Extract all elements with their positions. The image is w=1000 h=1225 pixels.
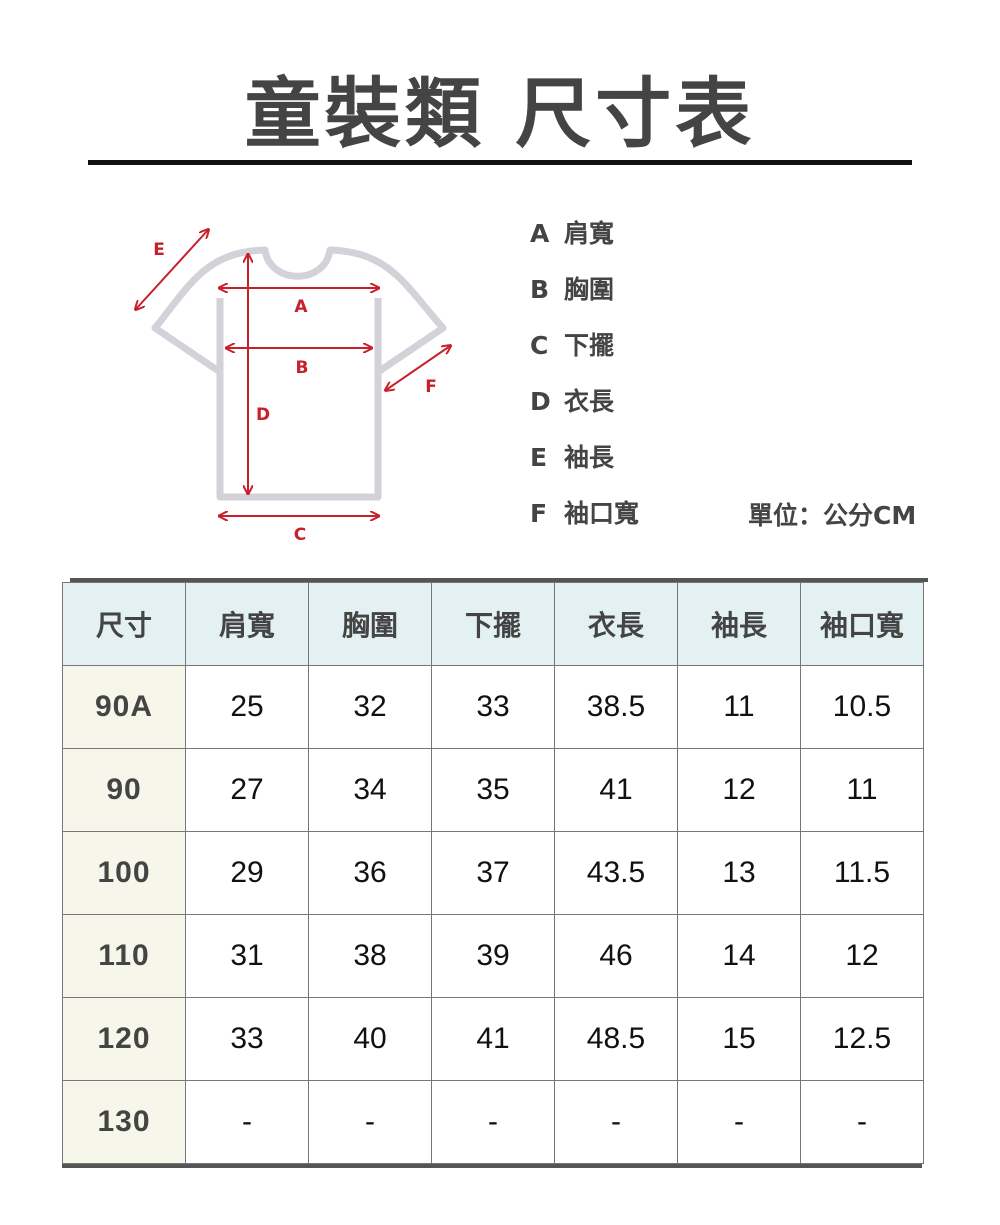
legend-item: E 袖長 — [530, 443, 615, 472]
title-divider — [88, 160, 912, 165]
value-cell: 33 — [185, 997, 309, 1081]
value-cell: 46 — [554, 914, 678, 998]
column-header: 尺寸 — [62, 582, 186, 666]
value-cell: 38.5 — [554, 665, 678, 749]
value-cell: 15 — [677, 997, 801, 1081]
table-top-rule — [70, 578, 928, 582]
value-cell: 41 — [554, 748, 678, 832]
size-cell: 90 — [62, 748, 186, 832]
column-header: 袖長 — [677, 582, 801, 666]
value-cell: 32 — [308, 665, 432, 749]
table-bottom-rule — [62, 1164, 922, 1168]
value-cell: 43.5 — [554, 831, 678, 915]
value-cell: 12 — [800, 914, 924, 998]
value-cell: - — [185, 1080, 309, 1164]
value-cell: 34 — [308, 748, 432, 832]
legend-item: C 下擺 — [530, 331, 615, 360]
size-cell: 110 — [62, 914, 186, 998]
page-title: 童裝類 尺寸表 — [244, 69, 756, 158]
label-d: D — [256, 405, 270, 425]
value-cell: - — [554, 1080, 678, 1164]
unit-label: 單位：公分CM — [748, 501, 917, 530]
legend-item: F 袖口寬 — [530, 499, 640, 528]
size-cell: 90A — [62, 665, 186, 749]
value-cell: - — [800, 1080, 924, 1164]
legend-item: B 胸圍 — [530, 275, 615, 304]
table-row: 130- - - - - - — [62, 1080, 924, 1164]
value-cell: - — [308, 1080, 432, 1164]
label-a: A — [294, 297, 308, 317]
value-cell: - — [431, 1080, 555, 1164]
value-cell: 31 — [185, 914, 309, 998]
legend-item: D 衣長 — [530, 387, 615, 416]
column-header: 袖口寬 — [800, 582, 924, 666]
label-c: C — [294, 525, 306, 545]
label-e: E — [153, 240, 165, 260]
value-cell: 11.5 — [800, 831, 924, 915]
size-cell: 130 — [62, 1080, 186, 1164]
label-b: B — [296, 358, 309, 378]
arrow-e — [136, 230, 208, 309]
value-cell: 14 — [677, 914, 801, 998]
value-cell: 10.5 — [800, 665, 924, 749]
table-header-row: 尺寸 肩寬 胸圍 下擺 衣長 袖長 袖口寬 — [62, 582, 924, 666]
value-cell: 33 — [431, 665, 555, 749]
label-f: F — [425, 377, 437, 397]
table-row: 90A 25 32 33 38.5 11 10.5 — [62, 665, 924, 749]
column-header: 下擺 — [431, 582, 555, 666]
value-cell: 39 — [431, 914, 555, 998]
table-row: 100 29 36 37 43.5 13 11.5 — [62, 831, 924, 915]
table-row: 120 33 40 41 48.5 15 12.5 — [62, 997, 924, 1081]
value-cell: 12 — [677, 748, 801, 832]
legend-item: A 肩寬 — [530, 219, 615, 248]
tshirt-measurement-diagram: A B C D E F — [0, 0, 1000, 545]
size-table: 尺寸 肩寬 胸圍 下擺 衣長 袖長 袖口寬 90A 25 32 33 38.5 11 10.5 90 27 3… — [62, 582, 924, 1164]
column-header: 胸圍 — [308, 582, 432, 666]
column-header: 衣長 — [554, 582, 678, 666]
value-cell: 12.5 — [800, 997, 924, 1081]
value-cell: 11 — [800, 748, 924, 832]
value-cell: 29 — [185, 831, 309, 915]
value-cell: 37 — [431, 831, 555, 915]
table-row: 90 27 34 35 41 12 11 — [62, 748, 924, 832]
value-cell: 13 — [677, 831, 801, 915]
value-cell: 38 — [308, 914, 432, 998]
size-cell: 100 — [62, 831, 186, 915]
table-row: 110 31 38 39 46 14 12 — [62, 914, 924, 998]
size-cell: 120 — [62, 997, 186, 1081]
value-cell: 48.5 — [554, 997, 678, 1081]
value-cell: - — [677, 1080, 801, 1164]
value-cell: 41 — [431, 997, 555, 1081]
value-cell: 11 — [677, 665, 801, 749]
value-cell: 36 — [308, 831, 432, 915]
column-header: 肩寬 — [185, 582, 309, 666]
value-cell: 27 — [185, 748, 309, 832]
value-cell: 40 — [308, 997, 432, 1081]
value-cell: 35 — [431, 748, 555, 832]
arrow-f — [386, 346, 450, 390]
value-cell: 25 — [185, 665, 309, 749]
